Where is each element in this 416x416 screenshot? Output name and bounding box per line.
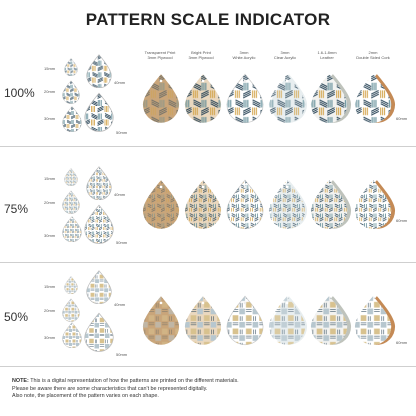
column-header-line1: 2mm	[368, 50, 378, 55]
teardrop-bright-plywood	[184, 74, 222, 123]
teardrop-30mm	[62, 216, 82, 242]
teardrop-clear-acrylic	[268, 74, 308, 123]
column-header-line2: Leather	[320, 55, 334, 60]
column-header-transparent-plywood: Transparent Print 3mm Plywood	[138, 50, 182, 60]
note-line-2: Please be aware there are some character…	[12, 385, 208, 392]
page-title: PATTERN SCALE INDICATOR	[85, 10, 331, 29]
teardrop-transparent-plywood	[142, 74, 180, 123]
teardrop-50mm	[84, 312, 114, 352]
teardrop-transparent-plywood	[142, 296, 180, 345]
size-label-50mm: 50mm	[116, 130, 128, 135]
teardrop-cork	[354, 180, 396, 229]
teardrop-30mm	[62, 322, 82, 348]
teardrop-clear-acrylic	[268, 180, 308, 229]
teardrop-20mm	[62, 190, 80, 214]
teardrop-40mm	[86, 54, 112, 88]
column-header-leather: 1.6-1.8mm Leather	[305, 50, 349, 60]
scale-label: 100%	[4, 86, 35, 100]
size-label-40mm: 40mm	[114, 80, 126, 85]
teardrop-transparent-plywood	[142, 180, 180, 229]
section-divider	[0, 262, 416, 263]
size-label-50mm: 50mm	[116, 352, 128, 357]
size-label-15mm: 15mm	[44, 66, 56, 71]
note-label: NOTE:	[12, 378, 29, 384]
size-label-20mm: 20mm	[44, 308, 56, 313]
teardrop-leather	[310, 296, 352, 345]
size-label-20mm: 20mm	[44, 89, 56, 94]
teardrop-white-acrylic	[226, 179, 264, 230]
teardrop-bright-plywood	[184, 180, 222, 229]
teardrop-white-acrylic	[226, 295, 264, 346]
teardrop-40mm	[86, 270, 112, 304]
teardrop-clear-acrylic	[268, 296, 308, 345]
size-label-60mm: 60mm	[396, 116, 408, 121]
column-header-line2: Clear Acrylic	[273, 55, 297, 60]
scale-label: 75%	[4, 202, 29, 216]
column-header-line2: 3mm Plywood	[147, 55, 173, 60]
column-header-line2: White Acrylic	[232, 55, 256, 60]
size-label-20mm: 20mm	[44, 200, 56, 205]
teardrop-40mm	[86, 166, 112, 200]
section-divider	[0, 146, 416, 147]
size-label-30mm: 30mm	[44, 116, 56, 121]
size-label-60mm: 60mm	[396, 218, 408, 223]
teardrop-20mm	[62, 298, 80, 322]
column-header-clear-acrylic: 3mm Clear Acrylic	[263, 50, 307, 60]
column-header-line2: Double Sided Cork	[356, 55, 390, 60]
teardrop-leather	[310, 74, 352, 123]
column-header-line2: 3mm Plywood	[188, 55, 214, 60]
size-label-15mm: 15mm	[44, 284, 56, 289]
section-divider	[0, 366, 416, 367]
teardrop-15mm	[64, 58, 78, 76]
column-header-cork: 2mm Double Sided Cork	[351, 50, 395, 60]
size-label-30mm: 30mm	[44, 335, 56, 340]
column-header-line1: 3mm	[239, 50, 249, 55]
teardrop-30mm	[62, 106, 82, 132]
size-label-40mm: 40mm	[114, 302, 126, 307]
column-header-line1: Bright Print	[191, 50, 211, 55]
size-label-60mm: 60mm	[396, 340, 408, 345]
size-label-15mm: 15mm	[44, 176, 56, 181]
column-header-line1: Transparent Print	[144, 50, 176, 55]
size-label-50mm: 50mm	[116, 240, 128, 245]
teardrop-20mm	[62, 80, 80, 104]
teardrop-15mm	[64, 276, 78, 294]
column-header-line1: 3mm	[280, 50, 290, 55]
note-line-3: Also note, the placement of the pattern …	[12, 393, 159, 400]
scale-label: 50%	[4, 310, 29, 324]
teardrop-50mm	[84, 92, 114, 132]
note-text: This is a digital representation of how …	[30, 378, 239, 384]
teardrop-bright-plywood	[184, 296, 222, 345]
teardrop-15mm	[64, 168, 78, 186]
teardrop-white-acrylic	[226, 73, 264, 124]
size-label-40mm: 40mm	[114, 192, 126, 197]
teardrop-50mm	[84, 204, 114, 244]
teardrop-cork	[354, 296, 396, 345]
size-label-30mm: 30mm	[44, 233, 56, 238]
column-header-white-acrylic: 3mm White Acrylic	[222, 50, 266, 60]
disclaimer-note: NOTE: This is a digital representation o…	[12, 378, 404, 401]
teardrop-leather	[310, 180, 352, 229]
teardrop-cork	[354, 74, 396, 123]
note-line-1: NOTE: This is a digital representation o…	[12, 378, 404, 386]
column-header-bright-plywood: Bright Print 3mm Plywood	[179, 50, 223, 60]
column-header-line1: 1.6-1.8mm	[317, 50, 337, 55]
